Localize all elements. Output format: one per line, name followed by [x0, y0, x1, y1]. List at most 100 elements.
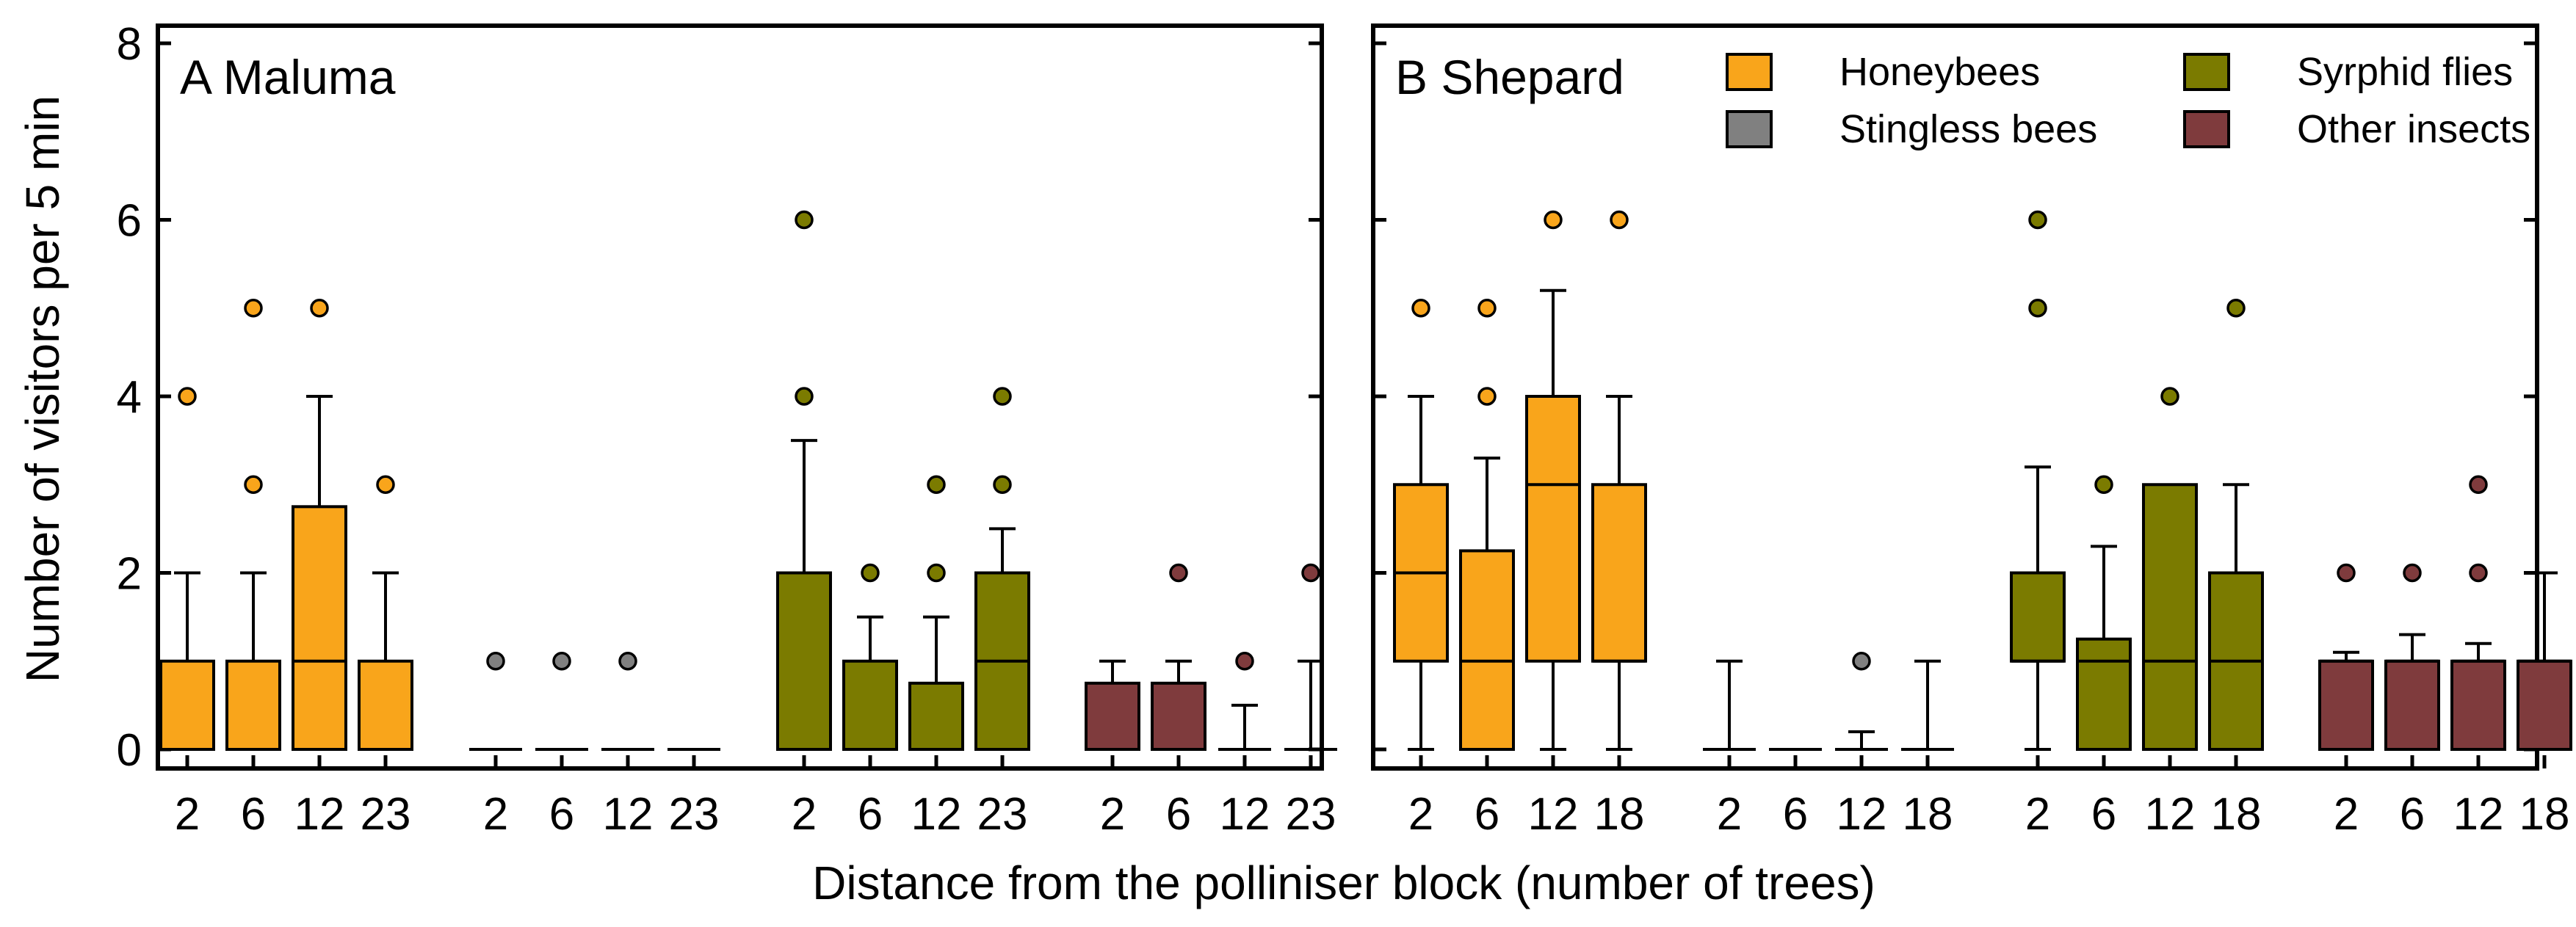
- box-syrphid-6: 6: [2076, 475, 2132, 840]
- outlier-point: [2337, 563, 2356, 583]
- x-tick-label: 2: [792, 789, 817, 840]
- outlier-point: [927, 475, 946, 494]
- box-honeybees-23: 23: [358, 475, 413, 840]
- box-iqr: [2010, 571, 2066, 663]
- box-honeybees-6: 6: [1459, 299, 1515, 840]
- box-honeybees-12: 12: [292, 299, 347, 840]
- box-honeybees-6: 6: [225, 299, 281, 840]
- box-iqr: [2142, 483, 2198, 751]
- box-other-6: 6: [2384, 563, 2440, 840]
- box-iqr: [1459, 549, 1515, 751]
- x-tick-label: 12: [2145, 789, 2196, 840]
- x-tick-label: 6: [241, 789, 266, 840]
- y-axis-label: Number of visitors per 5 min: [16, 95, 69, 683]
- x-tick-label: 12: [1220, 789, 1270, 840]
- box-syrphid-6: 6: [842, 563, 898, 840]
- legend-item-stingless: Stingless bees: [1726, 107, 2097, 151]
- x-tick-label: 2: [1100, 789, 1125, 840]
- box-syrphid-2: 2: [776, 210, 832, 840]
- box-iqr: [225, 659, 281, 751]
- legend-label: Stingless bees: [1839, 107, 2097, 151]
- legend-swatch: [2183, 110, 2230, 148]
- x-tick-label: 23: [977, 789, 1028, 840]
- box-other-12: 12: [1218, 652, 1271, 840]
- x-tick-label: 18: [1903, 789, 1953, 840]
- legend: Honeybees Stingless bees Syrphid flies Othe…: [1726, 50, 2530, 151]
- x-tick-label: 2: [483, 789, 508, 840]
- panel-title: B Shepard: [1395, 50, 1624, 104]
- box-iqr: [2384, 659, 2440, 751]
- outlier-point: [2226, 299, 2246, 318]
- x-tick-label: 6: [858, 789, 883, 840]
- outlier-point: [244, 475, 263, 494]
- y-tick-label: 0: [117, 725, 142, 776]
- outlier-point: [552, 652, 571, 671]
- x-tick-label: 18: [1594, 789, 1645, 840]
- outlier-point: [795, 210, 814, 230]
- x-tick-label: 2: [1408, 789, 1433, 840]
- x-tick-label: 12: [1837, 789, 1887, 840]
- outlier-point: [1411, 299, 1430, 318]
- outlier-point: [2028, 210, 2047, 230]
- box-syrphid-12: 12: [2142, 387, 2198, 840]
- outlier-point: [310, 299, 329, 318]
- outlier-point: [1169, 563, 1188, 583]
- x-tick-label: 23: [361, 789, 411, 840]
- box-stingless-12: 12: [601, 652, 654, 840]
- y-tick-label: 4: [117, 372, 142, 423]
- box-iqr: [292, 505, 347, 751]
- x-tick-label: 12: [603, 789, 654, 840]
- box-iqr: [1591, 483, 1647, 663]
- x-tick-label: 6: [1166, 789, 1191, 840]
- x-tick-label: 6: [2400, 789, 2425, 840]
- box-stingless-2: 2: [1703, 659, 1756, 840]
- box-stingless-2: 2: [469, 652, 522, 840]
- x-tick-label: 2: [1717, 789, 1742, 840]
- x-tick-label: 12: [911, 789, 962, 840]
- box-honeybees-2: 2: [159, 387, 215, 840]
- outlier-point: [244, 299, 263, 318]
- outlier-point: [1235, 652, 1254, 671]
- box-syrphid-18: 18: [2208, 299, 2264, 840]
- legend-label: Honeybees: [1839, 50, 2040, 94]
- outlier-point: [2028, 299, 2047, 318]
- legend-swatch: [1726, 53, 1773, 91]
- box-iqr: [2517, 659, 2572, 751]
- box-stingless-6: 6: [535, 652, 588, 840]
- box-stingless-23: 23: [667, 748, 720, 840]
- box-iqr: [776, 571, 832, 751]
- box-iqr: [1151, 681, 1206, 751]
- legend-swatch: [1726, 110, 1773, 148]
- box-syrphid-12: 12: [908, 475, 964, 840]
- y-tick-label: 8: [117, 19, 142, 70]
- box-iqr: [358, 659, 413, 751]
- outlier-point: [993, 475, 1012, 494]
- box-iqr: [908, 681, 964, 751]
- y-tick-label: 2: [117, 549, 142, 600]
- outlier-point: [178, 387, 197, 406]
- x-tick-label: 18: [2519, 789, 2570, 840]
- x-tick-label: 6: [1783, 789, 1808, 840]
- box-other-18: 18: [2517, 571, 2572, 840]
- box-iqr: [1525, 395, 1581, 663]
- y-tick-label: 6: [117, 196, 142, 247]
- x-tick-label: 12: [2453, 789, 2504, 840]
- box-honeybees-12: 12: [1525, 210, 1581, 840]
- x-tick-label: 2: [2334, 789, 2359, 840]
- box-iqr: [2076, 637, 2132, 751]
- box-iqr: [842, 659, 898, 751]
- box-syrphid-2: 2: [2010, 210, 2066, 840]
- outlier-point: [861, 563, 880, 583]
- box-iqr: [1085, 681, 1140, 751]
- outlier-point: [1610, 210, 1629, 230]
- box-other-12: 12: [2450, 475, 2506, 840]
- box-iqr: [2318, 659, 2374, 751]
- box-other-2: 2: [1085, 659, 1140, 840]
- outlier-point: [2160, 387, 2179, 406]
- outlier-point: [1477, 387, 1497, 406]
- box-honeybees-2: 2: [1393, 299, 1449, 840]
- outlier-point: [1852, 652, 1871, 671]
- x-tick-label: 18: [2211, 789, 2262, 840]
